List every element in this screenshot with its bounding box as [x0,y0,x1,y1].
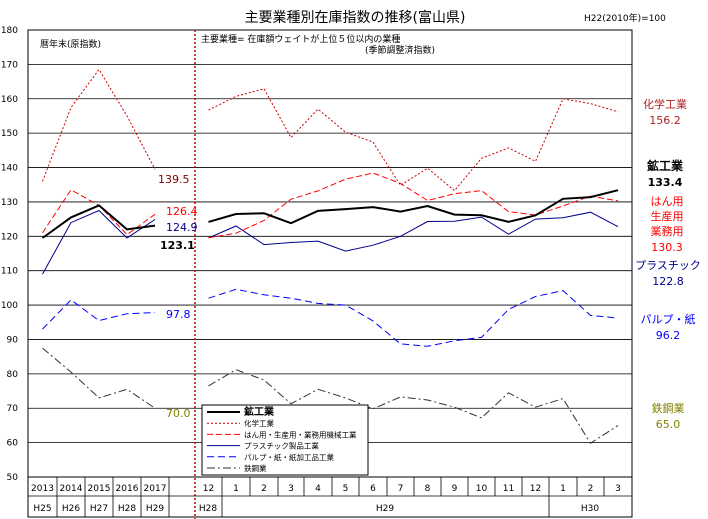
x-era-label: H26 [62,504,80,514]
series-line-annual [42,299,156,330]
right-label-mining-name: 鉱工業 [647,158,684,173]
y-tick-label: 120 [1,232,18,242]
monthly-note-1: 主要業種= 在庫額ウェイトが上位５位以内の業種 [201,33,400,45]
y-tick-label: 170 [1,60,18,70]
legend-label: プラスチック製品工業 [244,441,319,451]
series-line-monthly [208,288,619,347]
x-tick-label: 10 [476,484,488,494]
right-label-gen-name-3: 業務用 [651,224,684,238]
x-tick-label: 5 [343,484,349,494]
x-tick-label: 3 [615,484,621,494]
series-line-monthly [208,211,619,252]
y-tick-label: 100 [1,301,18,311]
x-tick-label: 2016 [116,484,139,494]
right-label-gen-value: 130.3 [651,241,683,254]
x-era-label: H28 [118,504,136,514]
right-label-steel-value: 65.0 [656,418,681,431]
x-band [27,476,633,518]
x-tick-label: 1 [233,484,239,494]
x-tick-label: 7 [398,484,404,494]
base-note: H22(2010年)=100 [584,12,666,24]
x-era-label: H28 [199,504,217,514]
y-tick-label: 90 [7,335,19,345]
x-tick-label: 2015 [88,484,111,494]
x-tick-label: 2 [261,484,267,494]
x-tick-label: 2013 [31,484,54,494]
series-line-monthly [208,88,619,192]
series-line-monthly [208,369,619,444]
right-label-pulp-name: パルプ・紙 [641,312,696,326]
series-line-annual [42,347,156,409]
x-tick-label: 4 [315,484,321,494]
annual-label-steel: 70.0 [166,407,191,420]
legend-label: 鉱工業 [244,405,275,418]
annual-label-pulp: 97.8 [166,308,191,321]
annual-label-gen: 126.4 [166,205,198,218]
right-label-steel-name: 鉄鋼業 [652,401,685,415]
annual-label-plastic: 124.9 [166,221,198,234]
y-tick-label: 130 [1,198,18,208]
x-tick-label: 11 [503,484,514,494]
legend-label: 化学工業 [244,418,274,428]
right-label-chem-value: 156.2 [649,114,681,127]
legend-label: はん用・生産用・業務用機械工業 [244,429,357,439]
right-label-mining-value: 133.4 [648,176,683,189]
right-label-plastic-value: 122.8 [652,275,684,288]
series-line-annual [42,68,156,182]
x-tick-label: 6 [370,484,376,494]
x-tick-label: 12 [530,484,541,494]
y-tick-label: 180 [1,26,18,36]
y-tick-label: 80 [7,370,19,380]
x-era-label: H30 [581,504,599,514]
chart-title: 主要業種別在庫指数の推移(富山県) [245,9,466,26]
annual-note: 暦年末(原指数) [40,38,101,50]
y-tick-label: 110 [1,267,18,277]
right-label-plastic-name: プラスチック [635,259,701,272]
series-lines [41,68,619,444]
x-tick-label: 9 [452,484,458,494]
series-line-monthly [208,172,619,239]
x-tick-label: 2014 [60,484,83,494]
x-era-label: H29 [146,504,164,514]
y-tick-label: 150 [1,129,18,139]
legend-label: 鉄鋼業 [244,463,267,473]
right-label-pulp-value: 96.2 [656,329,681,342]
annual-label-mining: 123.1 [160,239,195,252]
legend-label: パルプ・紙・紙加工品工業 [244,452,334,462]
series-line-monthly [208,189,619,225]
x-era-label: H25 [33,504,51,514]
x-tick-label: 1 [560,484,566,494]
x-axis: 2013 2014 2015 2016 2017 12 1 2 3 4 5 6 7 8 9 10 11 12 1 2 3… [27,476,633,518]
series-line-annual [42,209,156,275]
x-era-label: H27 [90,504,108,514]
x-tick-label: 2 [588,484,594,494]
y-tick-label: 160 [1,95,18,105]
y-tick-label: 140 [1,164,18,174]
x-tick-label: 8 [425,484,431,494]
right-label-gen-name-2: 生産用 [651,209,684,223]
x-tick-label: 2017 [144,484,167,494]
x-tick-label: 3 [288,484,294,494]
y-tick-label: 50 [7,473,19,483]
series-line-annual [41,204,156,239]
x-era-label: H29 [376,504,394,514]
right-label-chem-name: 化学工業 [643,97,687,111]
y-tick-label: 70 [7,404,19,414]
x-tick-label: 12 [203,484,214,494]
y-tick-label: 60 [7,439,19,449]
monthly-note-2: (季節調整済指数) [365,44,435,56]
y-axis: 180 170 160 150 140 130 120 110 100 90 80 70 60 50 [1,26,18,483]
right-label-gen-name-1: はん用 [651,195,684,208]
legend: 鉱工業化学工業はん用・生産用・業務用機械工業プラスチック製品工業パルプ・紙・紙加… [201,404,369,476]
annual-label-chem: 139.5 [158,173,190,186]
